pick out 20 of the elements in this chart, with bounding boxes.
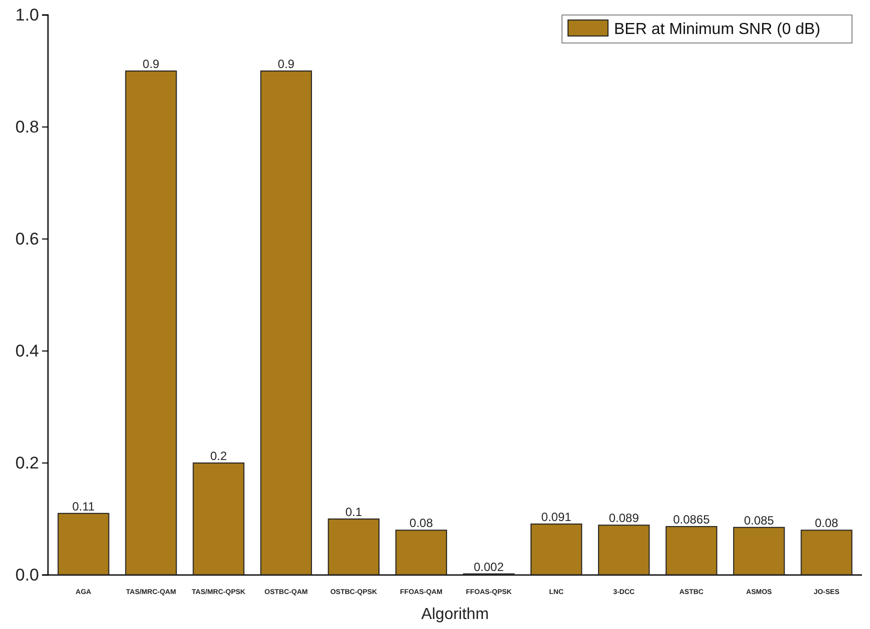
y-tick-label: 0.2 [15,453,39,472]
data-label: 0.1 [345,505,362,519]
y-tick-label: 1.0 [15,5,39,24]
y-tick-label: 0.6 [15,229,39,248]
data-label: 0.0865 [673,512,710,527]
y-tick-label: 0.4 [15,341,39,360]
data-label: 0.9 [142,57,160,71]
data-label: 0.085 [744,513,774,528]
data-label: 0.091 [541,510,572,524]
data-label: 0.089 [608,511,640,526]
y-tick-label: 0.0 [15,565,39,584]
legend-label: BER at Minimum SNR (0 dB) [614,21,820,38]
y-tick-label: 0.8 [15,117,39,136]
data-label: 0.2 [210,449,228,463]
data-label: 0.9 [278,57,295,71]
data-label: 0.08 [410,516,434,530]
x-axis-title: Algorithm [421,606,489,623]
data-label: 0.002 [474,560,504,574]
data-label: 0.11 [72,499,96,514]
data-label: 0.08 [814,516,839,530]
